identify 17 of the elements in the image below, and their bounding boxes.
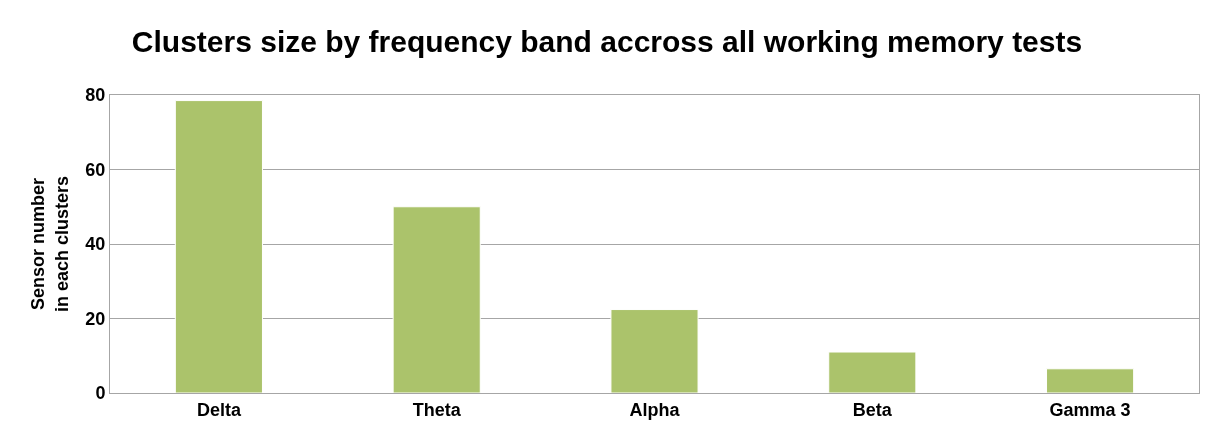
y-tick-label: 60	[85, 159, 106, 180]
x-tick-label: Gamma 3	[1049, 399, 1131, 420]
y-tick-label: 80	[85, 85, 106, 106]
bar	[174, 100, 263, 393]
bar	[1046, 368, 1135, 393]
bar	[610, 309, 699, 393]
y-tick-label: 0	[95, 383, 106, 404]
x-tick-label: Alpha	[629, 399, 681, 420]
y-tick-label: 20	[85, 308, 106, 329]
chart-title: Clusters size by frequency band accross all working memory tests	[131, 24, 1083, 58]
y-axis-title: Sensor number in each clusters	[28, 175, 72, 313]
y-tick-label: 40	[85, 234, 106, 255]
bar	[392, 206, 481, 393]
bar	[828, 351, 917, 393]
x-tick-label: Beta	[852, 399, 893, 420]
x-tick-label: Delta	[196, 399, 242, 420]
x-tick-label: Theta	[412, 399, 462, 420]
